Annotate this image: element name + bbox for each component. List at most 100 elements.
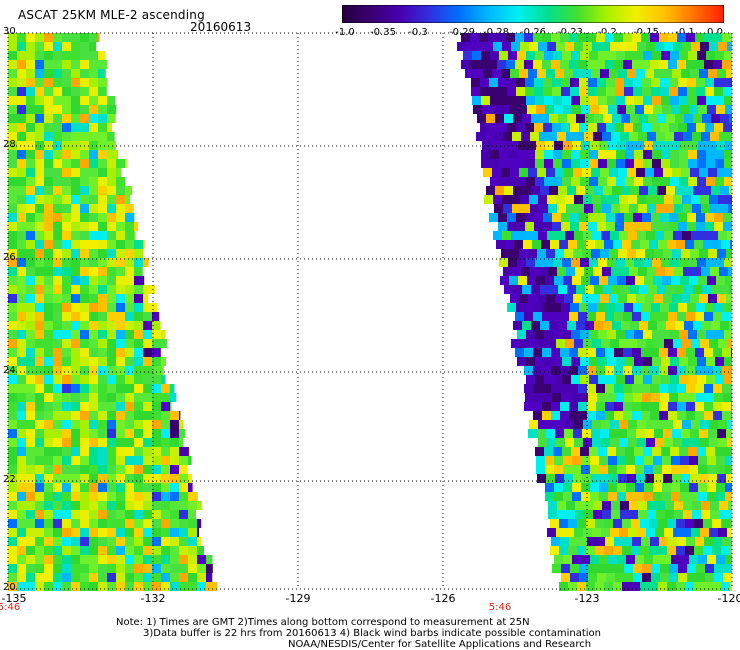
- swath-cell: [62, 582, 71, 591]
- swath-cell: [17, 510, 26, 519]
- swath-cell: [143, 582, 152, 591]
- swath-cell: [71, 96, 80, 105]
- swath-cell: [616, 330, 625, 339]
- swath-cell: [62, 555, 71, 564]
- swath-cell: [619, 339, 628, 348]
- swath-cell: [519, 294, 528, 303]
- swath-cell: [717, 69, 726, 78]
- swath-cell: [549, 321, 558, 330]
- swath-cell: [622, 240, 631, 249]
- swath-cell: [26, 375, 35, 384]
- swath-cell: [152, 285, 156, 294]
- swath-cell: [674, 204, 683, 213]
- swath-cell: [53, 312, 62, 321]
- swath-cell: [571, 150, 580, 159]
- swath-cell: [694, 546, 703, 555]
- swath-cell: [615, 564, 624, 573]
- swath-cell: [707, 492, 716, 501]
- swath-cell: [599, 555, 608, 564]
- swath-cell: [461, 33, 470, 42]
- swath-cell: [527, 276, 536, 285]
- swath-cell: [62, 87, 71, 96]
- swath-cell: [8, 33, 17, 42]
- colorbar: [342, 5, 724, 23]
- swath-cell: [663, 294, 672, 303]
- swath-cell: [592, 420, 601, 429]
- swath-cell: [134, 357, 143, 366]
- swath-cell: [89, 33, 98, 42]
- swath-cell: [515, 60, 524, 69]
- swath-cell: [598, 51, 607, 60]
- swath-cell: [571, 51, 580, 60]
- swath-cell: [571, 447, 580, 456]
- swath-cell: [170, 510, 179, 519]
- swath-cell: [26, 348, 35, 357]
- swath-cell: [71, 276, 80, 285]
- swath-cell: [710, 204, 719, 213]
- swath-cell: [548, 501, 557, 510]
- swath-cell: [689, 276, 698, 285]
- swath-cell: [89, 105, 98, 114]
- swath-cell: [616, 159, 625, 168]
- swath-cell: [125, 276, 134, 285]
- swath-cell: [53, 195, 62, 204]
- swath-cell: [44, 555, 53, 564]
- swath-cell: [71, 33, 80, 42]
- swath-cell: [549, 186, 558, 195]
- swath-cell: [549, 285, 558, 294]
- swath-cell: [713, 384, 722, 393]
- swath-cell: [546, 294, 555, 303]
- swath-cell: [98, 420, 107, 429]
- swath-cell: [563, 465, 572, 474]
- swath-cell: [568, 546, 577, 555]
- swath-cell: [643, 150, 652, 159]
- swath-cell: [567, 186, 576, 195]
- swath-cell: [107, 240, 116, 249]
- swath-cell: [694, 582, 703, 591]
- swath-cell: [679, 96, 688, 105]
- swath-cell: [624, 393, 633, 402]
- swath-cell: [26, 420, 35, 429]
- swath-cell: [26, 555, 35, 564]
- swath-cell: [695, 402, 704, 411]
- swath-cell: [713, 366, 722, 375]
- swath-cell: [540, 321, 549, 330]
- swath-cell: [8, 438, 17, 447]
- swath-cell: [670, 159, 679, 168]
- swath-cell: [634, 96, 643, 105]
- swath-cell: [697, 357, 706, 366]
- swath-cell: [89, 573, 98, 582]
- swath-cell: [80, 492, 89, 501]
- swath-cell: [708, 168, 717, 177]
- swath-cell: [715, 177, 724, 186]
- swath-cell: [707, 276, 716, 285]
- swath-cell: [640, 546, 649, 555]
- swath-cell: [580, 177, 589, 186]
- swath-cell: [499, 51, 508, 60]
- swath-cell: [490, 150, 499, 159]
- swath-cell: [134, 231, 136, 240]
- swath-cell: [665, 510, 674, 519]
- swath-cell: [655, 195, 664, 204]
- swath-cell: [723, 573, 732, 582]
- swath-cell: [512, 204, 521, 213]
- swath-cell: [107, 393, 116, 402]
- swath-cell: [538, 42, 547, 51]
- swath-cell: [663, 429, 672, 438]
- swath-cell: [689, 456, 698, 465]
- swath-cell: [498, 87, 507, 96]
- swath-cell: [89, 474, 98, 483]
- swath-cell: [80, 420, 89, 429]
- swath-cell: [597, 393, 606, 402]
- swath-cell: [152, 573, 161, 582]
- swath-cell: [35, 114, 44, 123]
- swath-cell: [179, 519, 188, 528]
- swath-cell: [134, 546, 143, 555]
- swath-cell: [107, 150, 116, 159]
- swath-cell: [152, 339, 161, 348]
- swath-cell: [723, 87, 732, 96]
- swath-cell: [690, 69, 699, 78]
- swath-cell: [551, 366, 560, 375]
- swath-cell: [659, 402, 668, 411]
- swath-cell: [624, 78, 633, 87]
